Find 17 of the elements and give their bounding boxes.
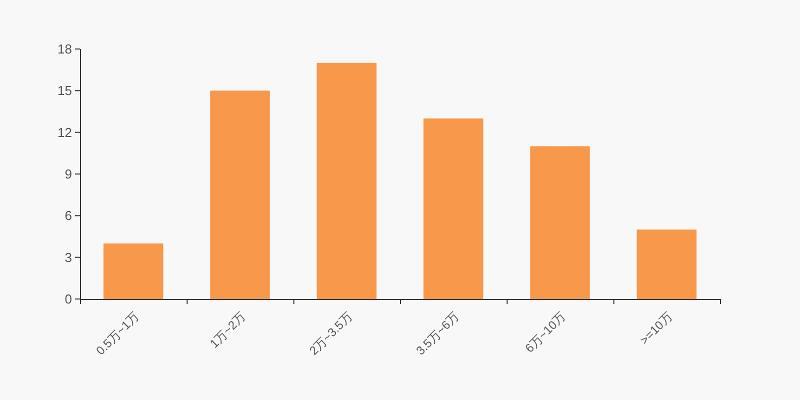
bar — [103, 243, 164, 299]
x-tick-label: 0.5万~1万 — [93, 309, 142, 358]
y-tick-label: 18 — [58, 42, 72, 56]
y-tick-label: 0 — [64, 292, 72, 306]
x-tick-label: 3.5万~6万 — [413, 309, 462, 358]
y-tick-label: 12 — [58, 124, 72, 140]
y-tick-label: 15 — [58, 83, 72, 98]
bar — [316, 62, 377, 299]
y-tick-label: 3 — [64, 250, 72, 265]
bar — [530, 146, 590, 299]
bar — [636, 230, 697, 299]
x-tick-label: 6万~10万 — [522, 309, 568, 356]
x-tick-label: 1万~2万 — [207, 309, 248, 351]
y-tick-label: 9 — [64, 166, 72, 182]
y-tick-label: 6 — [64, 208, 72, 224]
bar — [210, 90, 270, 299]
bar — [423, 118, 484, 299]
